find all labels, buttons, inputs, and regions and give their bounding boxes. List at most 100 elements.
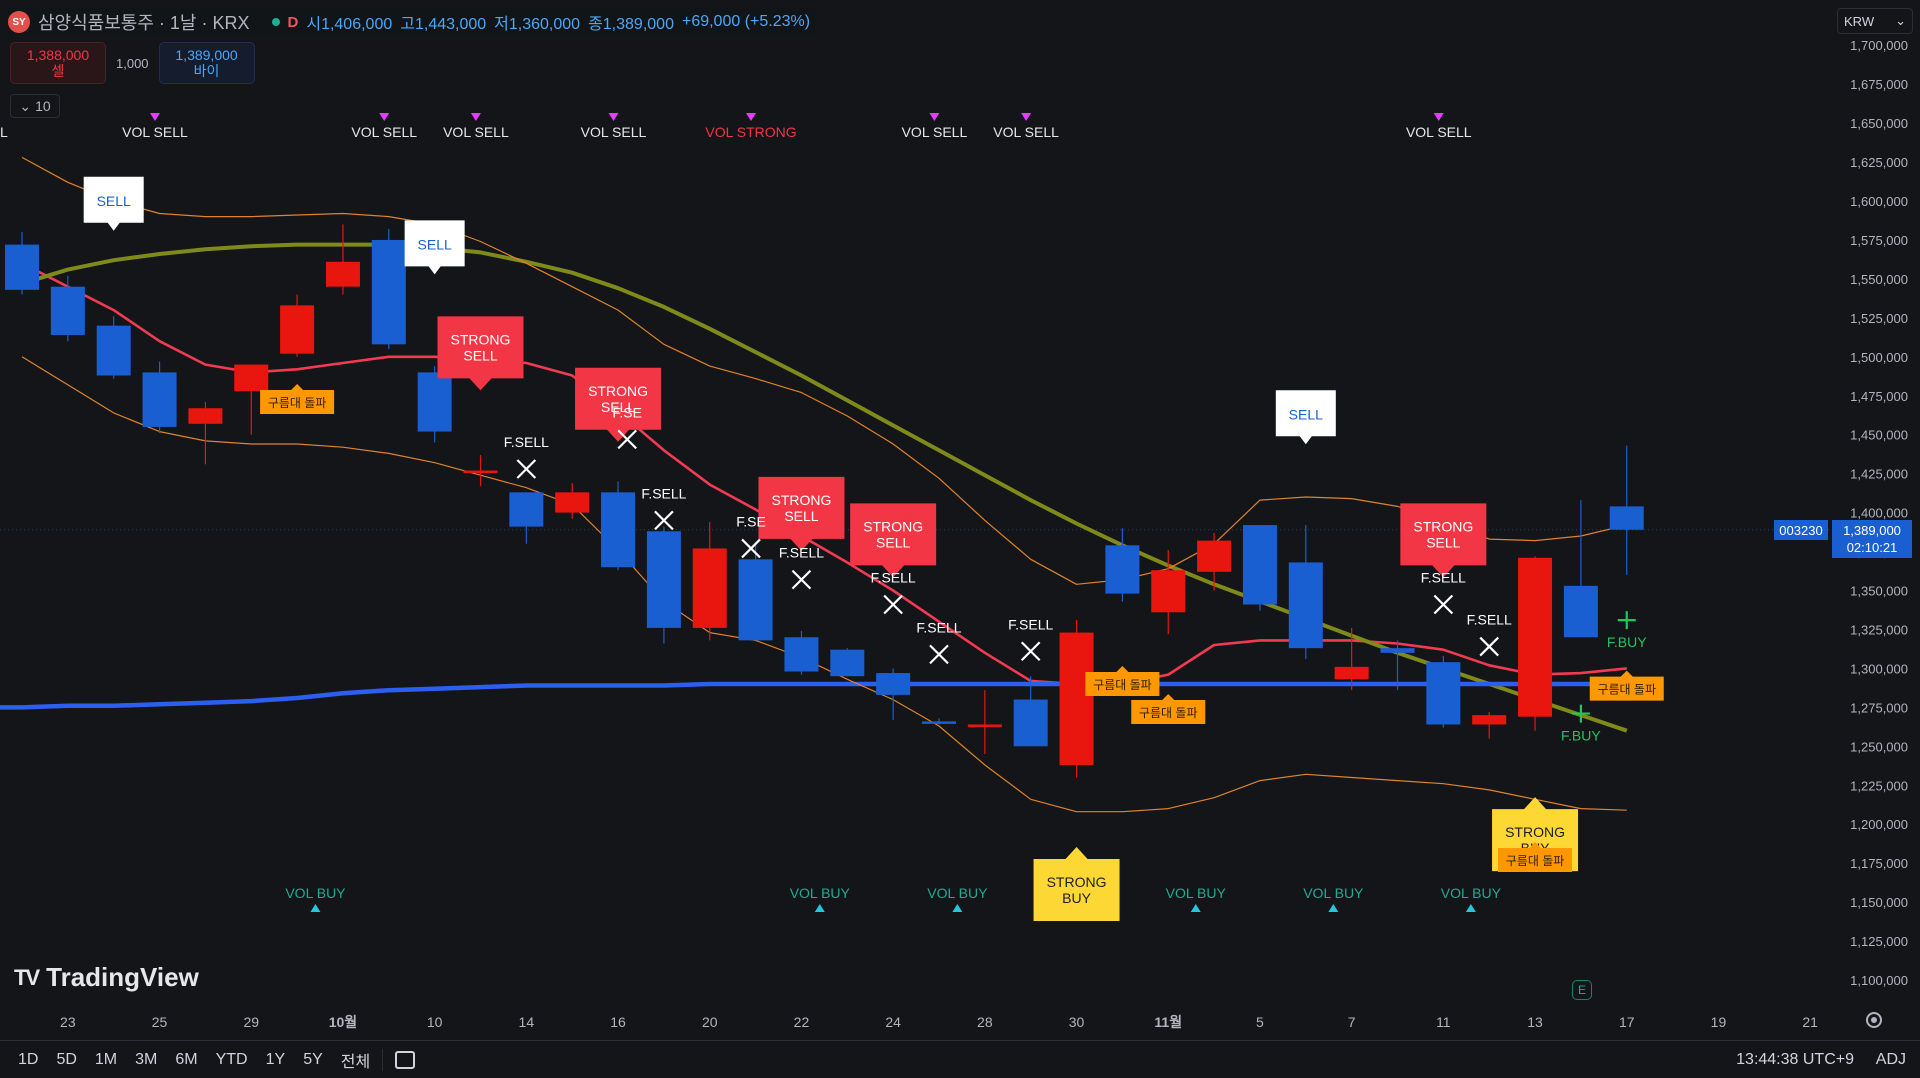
vol-sell-label: VOL SELL: [902, 124, 968, 140]
up-triangle-icon: [952, 904, 963, 912]
adj-toggle[interactable]: ADJ: [1875, 1050, 1906, 1068]
bar-countdown: 02:10:21: [1846, 540, 1898, 555]
y-tick-label: 1,350,000: [1850, 584, 1908, 599]
candle: [967, 690, 1002, 755]
fsell-label: F.SE: [736, 513, 766, 529]
candle-body: [1151, 570, 1186, 613]
range-1y[interactable]: 1Y: [265, 1050, 286, 1068]
cloud-break-label: 구름대 돌파: [268, 396, 327, 410]
buy-price: 1,389,000: [175, 47, 238, 63]
vol-buy-label: VOL BUY: [1166, 885, 1227, 901]
clock-display[interactable]: 13:44:38 UTC+9: [1736, 1050, 1854, 1068]
range-3m[interactable]: 3M: [135, 1050, 158, 1068]
candle-body: [417, 372, 452, 432]
vol-buy-marker: VOL BUY: [1303, 885, 1364, 912]
candle: [1013, 676, 1048, 747]
candle: [738, 542, 773, 641]
range-all[interactable]: 전체: [340, 1053, 371, 1071]
tradingview-logo[interactable]: TV TradingView: [14, 962, 199, 993]
candle: [371, 229, 406, 350]
y-tick-label: 1,700,000: [1850, 38, 1908, 53]
x-tick-label: 14: [519, 1014, 535, 1030]
x-cross-icon: [1020, 641, 1041, 662]
symbol-logo[interactable]: SY: [8, 11, 30, 33]
sell-price: 1,388,000: [26, 47, 90, 63]
vol-buy-label: VOL BUY: [1441, 885, 1502, 901]
candle: [1472, 712, 1507, 739]
down-triangle-icon: [929, 113, 940, 121]
candle-body: [96, 325, 131, 376]
y-tick-label: 1,425,000: [1850, 467, 1908, 482]
candle: [1518, 556, 1553, 731]
vol-sell-label: VOL SELL: [122, 124, 188, 140]
range-1m[interactable]: 1M: [94, 1050, 118, 1068]
ohlc-open: 시1,406,000: [306, 10, 392, 34]
fsell-marker: F.SELL: [1467, 612, 1512, 657]
indicator-ma_long: [21, 242, 1628, 733]
chart-background: [0, 0, 1920, 1040]
fbuy-marker: F.BUY: [1561, 704, 1601, 744]
fsell-marker: F.SELL: [1421, 570, 1466, 615]
fsell-marker: F.SE: [736, 513, 766, 559]
indicator-toggle[interactable]: ⌄ 10: [10, 94, 60, 118]
buy-button[interactable]: 1,389,000 바이: [158, 42, 255, 84]
y-tick-label: 1,650,000: [1850, 116, 1908, 131]
tradingview-wordmark: TradingView: [46, 962, 199, 992]
x-cross-icon: [1433, 594, 1454, 615]
trade-panel: 1,388,000 셀 1,000 1,389,000 바이: [10, 42, 255, 84]
candle-body: [463, 470, 498, 474]
vol-buy-marker: VOL BUY: [1441, 885, 1502, 912]
vol-buy-marker: VOL BUY: [927, 885, 988, 912]
x-cross-icon: [1479, 636, 1499, 657]
candle: [555, 482, 590, 519]
x-tick-label: 22: [794, 1014, 810, 1030]
earnings-icon[interactable]: E: [1572, 980, 1592, 1000]
ohlc-open-value: 시1,406,000: [306, 16, 393, 33]
chevron-down-icon: ⌄: [1895, 13, 1906, 28]
gear-icon[interactable]: [1866, 1012, 1882, 1028]
range-5d[interactable]: 5D: [56, 1050, 77, 1068]
price-chart[interactable]: 1,100,000 1,125,000 1,150,000 1,175,000 1,20…: [0, 0, 1920, 1040]
candle-body: [922, 721, 956, 724]
candle: [1334, 627, 1369, 691]
fsell-label: F.SE: [612, 404, 642, 420]
range-ytd[interactable]: YTD: [215, 1050, 248, 1068]
y-tick-label: 1,275,000: [1850, 700, 1908, 715]
range-6m[interactable]: 6M: [175, 1050, 198, 1068]
vol-sell-label-partial: L: [0, 124, 8, 140]
candle-body: [692, 548, 727, 628]
up-triangle-icon: [814, 904, 825, 912]
y-tick-label: 1,400,000: [1850, 506, 1908, 521]
range-5y[interactable]: 5Y: [303, 1050, 323, 1068]
ohlc-high: 고1,443,000: [400, 10, 486, 34]
candle-body: [1013, 699, 1048, 747]
ohlc-close-value: 종1,389,000: [588, 16, 674, 33]
x-cross-icon: [791, 569, 812, 590]
sell-button[interactable]: 1,388,000 셀: [10, 42, 106, 84]
spread-value: 1,000: [116, 55, 149, 71]
range-1d[interactable]: 1D: [18, 1050, 39, 1068]
candle-body: [371, 239, 406, 345]
y-tick-label: 1,625,000: [1850, 155, 1908, 170]
calendar-icon[interactable]: [395, 1050, 416, 1069]
candle-body: [1059, 632, 1094, 765]
x-cross-icon: [654, 510, 674, 531]
y-tick-label: 1,200,000: [1850, 817, 1908, 832]
last-price-value: 1,389,000: [1843, 523, 1901, 538]
candle-body: [234, 364, 269, 392]
x-tick-label: 7: [1348, 1014, 1356, 1030]
currency-select[interactable]: KRW ⌄: [1837, 8, 1913, 34]
candle-body: [142, 372, 177, 427]
symbol-title[interactable]: 삼양식품보통주 · 1날 · KRX: [38, 13, 250, 33]
y-tick-label: 1,450,000: [1850, 428, 1908, 443]
sell-label: SELL: [418, 236, 452, 252]
plus-icon: [1617, 611, 1636, 630]
candle: [692, 521, 727, 641]
candle: [463, 454, 498, 487]
chart-header: SY 삼양식품보통주 · 1날 · KRX D 시1,406,000 고1,44…: [8, 8, 817, 36]
candle: [325, 224, 360, 295]
y-tick-label: 1,475,000: [1850, 389, 1908, 404]
fsell-marker: F.SE: [612, 404, 642, 450]
vol-buy-label: VOL BUY: [790, 885, 851, 901]
